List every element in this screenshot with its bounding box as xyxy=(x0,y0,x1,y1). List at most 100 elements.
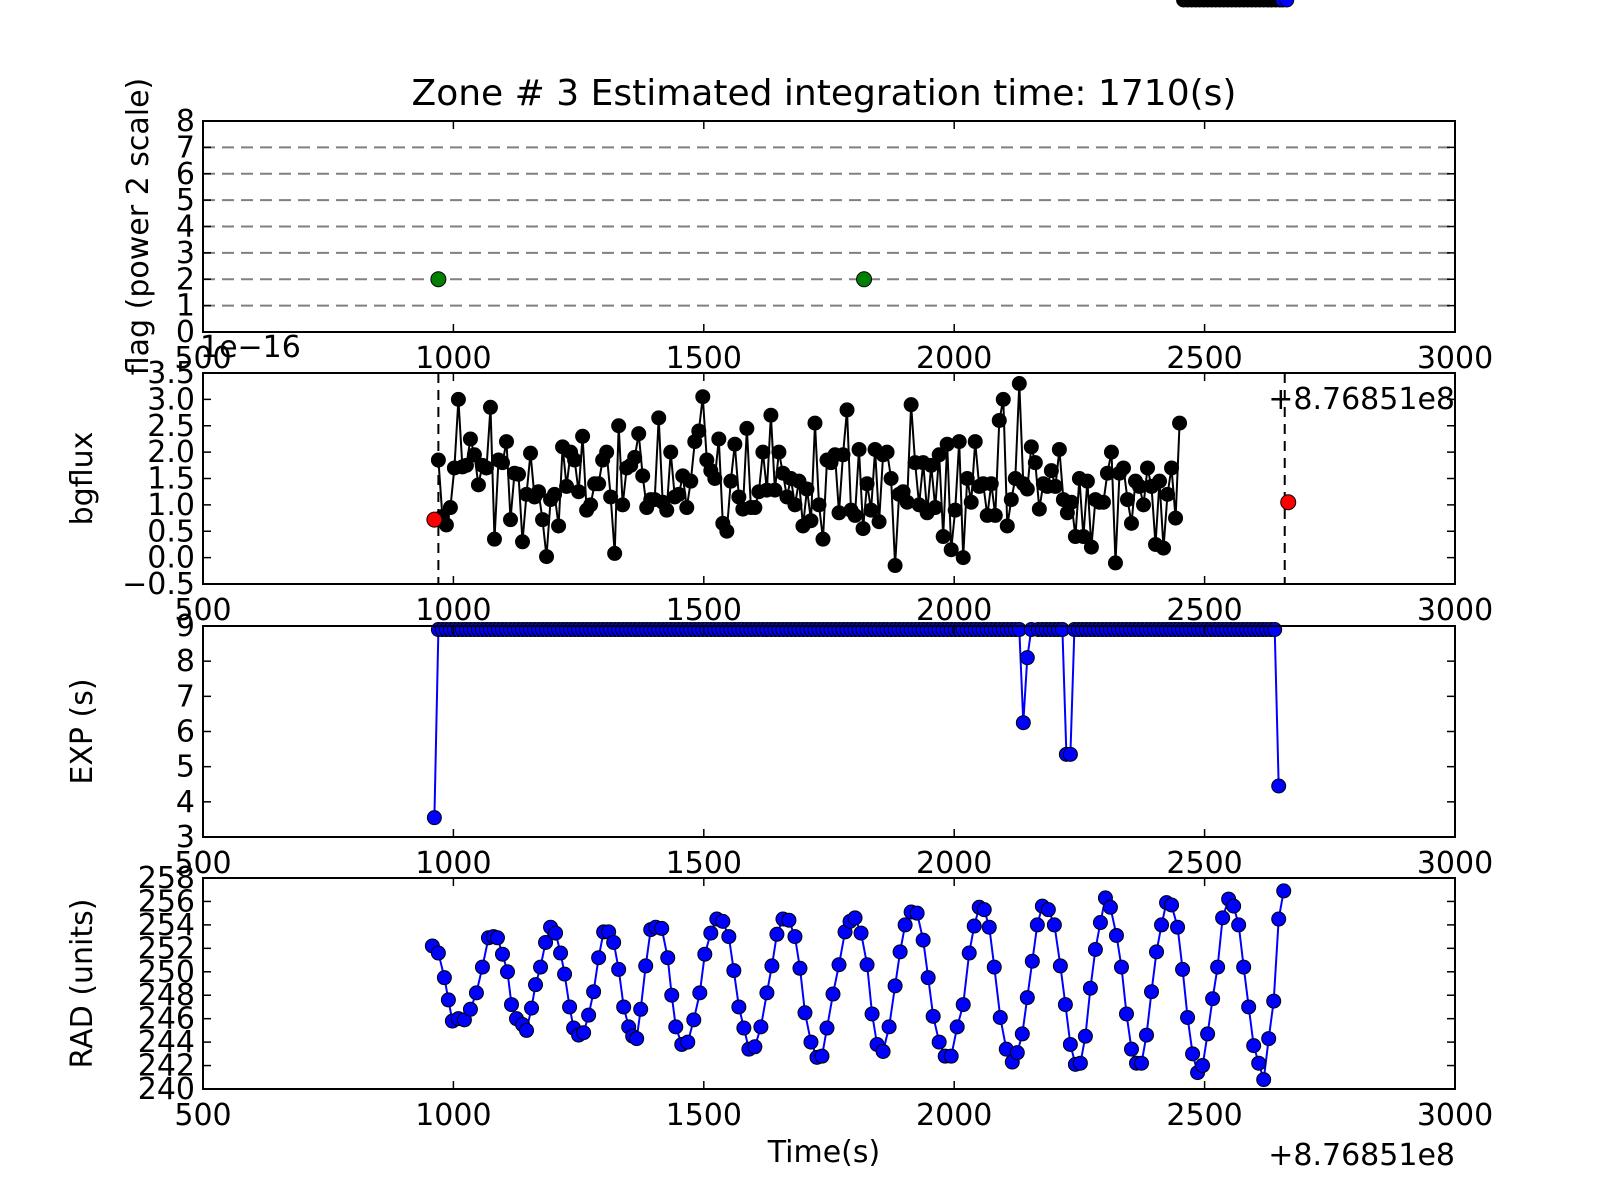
x-tick-label: 3000 xyxy=(1417,341,1493,376)
data-point xyxy=(859,476,875,492)
data-point xyxy=(1200,1026,1216,1042)
data-point xyxy=(923,457,939,473)
data-point xyxy=(769,926,785,942)
data-point xyxy=(1029,917,1045,933)
data-point xyxy=(659,502,675,518)
data-point xyxy=(1009,1045,1025,1061)
data-point xyxy=(1160,486,1176,502)
subplot-RAD: 500 1000 1500 2000 2500 300024024224424624825… xyxy=(65,861,1493,1173)
y-tick-label: 256 xyxy=(138,884,195,919)
data-point xyxy=(1108,927,1124,943)
data-point xyxy=(799,481,815,497)
y-tick-label: 8 xyxy=(176,104,195,139)
y-tick-label: 240 xyxy=(138,1072,195,1107)
y-tick-label: 5 xyxy=(176,750,195,785)
y-tick-label: 2.0 xyxy=(147,435,195,470)
data-point xyxy=(591,476,607,492)
data-point xyxy=(695,389,711,405)
data-point xyxy=(616,999,632,1015)
y-tick-label: 0.5 xyxy=(147,514,195,549)
data-point xyxy=(1092,915,1108,931)
data-point xyxy=(721,929,737,945)
data-point xyxy=(1027,455,1043,471)
data-point xyxy=(807,415,823,431)
data-point xyxy=(1256,1072,1272,1088)
y-tick-label: 254 xyxy=(138,908,195,943)
data-point xyxy=(976,902,992,918)
data-point xyxy=(680,1034,696,1050)
data-point xyxy=(726,963,742,979)
data-point xyxy=(430,452,446,468)
data-point xyxy=(831,957,847,973)
data-point xyxy=(581,1007,597,1023)
data-point xyxy=(474,959,490,975)
x-axis-label: Time(s) xyxy=(767,1135,880,1170)
data-point xyxy=(999,518,1015,534)
y-tick-label: 7 xyxy=(176,130,195,165)
data-point xyxy=(1051,441,1067,457)
data-point xyxy=(638,958,654,974)
data-point xyxy=(887,978,903,994)
data-point xyxy=(1279,0,1295,8)
data-point xyxy=(925,1008,941,1024)
data-point xyxy=(551,518,567,534)
data-point xyxy=(947,502,963,518)
data-point xyxy=(987,507,1003,523)
data-point xyxy=(1107,555,1123,571)
data-point xyxy=(961,945,977,961)
data-point xyxy=(856,271,873,288)
data-point xyxy=(692,985,708,1001)
data-point xyxy=(547,486,563,502)
data-point xyxy=(1185,1046,1201,1062)
data-point xyxy=(450,391,466,407)
data-point xyxy=(715,913,731,929)
data-point xyxy=(515,534,531,550)
y-tick-label: 3.5 xyxy=(147,356,195,391)
data-point xyxy=(489,930,505,946)
y-tick-label: −0.5 xyxy=(122,567,195,602)
data-point xyxy=(606,934,622,950)
data-point xyxy=(1144,984,1160,1000)
data-point xyxy=(787,497,803,513)
data-point xyxy=(631,426,647,442)
y-tick-label: 3.0 xyxy=(147,382,195,417)
data-point xyxy=(1063,494,1079,510)
data-point xyxy=(851,441,867,457)
data-point xyxy=(1077,1028,1093,1044)
data-point xyxy=(897,917,913,933)
data-point xyxy=(759,985,775,1001)
data-point xyxy=(963,494,979,510)
data-point xyxy=(1087,942,1103,958)
data-point xyxy=(1119,492,1135,508)
data-point xyxy=(635,468,651,484)
data-point xyxy=(1139,1027,1155,1043)
data-point xyxy=(627,449,643,465)
data-point xyxy=(458,457,474,473)
y-tick-label: 244 xyxy=(138,1025,195,1060)
data-point xyxy=(1011,376,1027,392)
data-point xyxy=(440,992,456,1008)
data-point xyxy=(1170,919,1186,935)
data-point xyxy=(711,431,727,447)
data-point xyxy=(575,428,591,444)
data-point xyxy=(1095,494,1111,510)
data-point xyxy=(1113,959,1129,975)
data-point xyxy=(983,476,999,492)
data-point xyxy=(992,1009,1008,1025)
data-point xyxy=(951,434,967,450)
data-point xyxy=(519,1022,535,1038)
x-tick-label: 1500 xyxy=(666,341,742,376)
data-point xyxy=(825,986,841,1002)
data-point xyxy=(847,910,863,926)
data-point xyxy=(663,444,679,460)
data-point xyxy=(927,500,943,516)
data-point xyxy=(1082,980,1098,996)
data-point xyxy=(875,1043,891,1059)
data-point xyxy=(1175,961,1191,977)
x-offset-text: +8.76851e8 xyxy=(1268,382,1455,417)
data-point xyxy=(943,542,959,558)
data-point xyxy=(755,444,771,460)
x-tick-label: 2000 xyxy=(916,1098,992,1133)
